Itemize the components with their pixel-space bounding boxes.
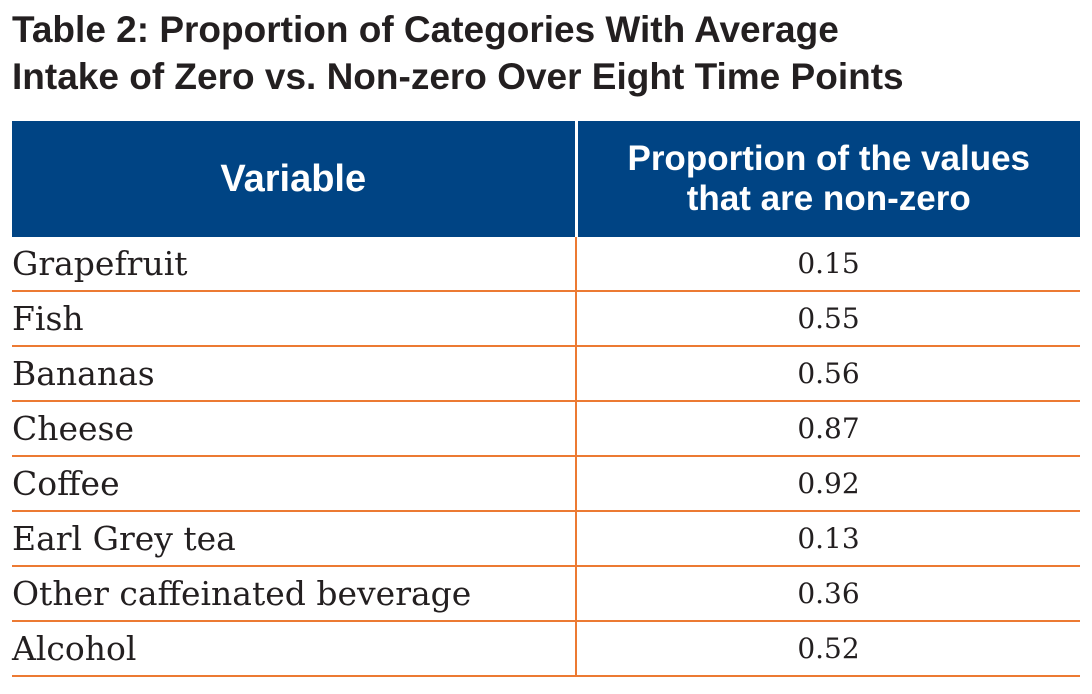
variable-cell: Alcohol: [12, 621, 577, 677]
table-row: Earl Grey tea 0.13: [12, 511, 1080, 567]
table-row: Coffee 0.92: [12, 456, 1080, 512]
proportion-cell: 0.92: [576, 456, 1080, 512]
table-row: Alcohol 0.52: [12, 621, 1080, 677]
proportion-cell: 0.56: [576, 346, 1080, 402]
variable-cell: Other caffeinated beverage: [12, 566, 577, 622]
table-title: Table 2: Proportion of Categories With A…: [12, 6, 1082, 100]
column-header-proportion-line-2: that are non-zero: [686, 179, 971, 218]
proportion-cell: 0.15: [576, 237, 1080, 292]
table-header-row: Variable Proportion of the values that a…: [12, 121, 1080, 237]
column-header-variable: Variable: [12, 121, 578, 237]
table-row: Bananas 0.56: [12, 346, 1080, 402]
proportion-cell: 0.87: [576, 401, 1080, 457]
proportion-cell: 0.13: [576, 511, 1080, 567]
proportion-cell: 0.52: [576, 621, 1080, 677]
variable-cell: Earl Grey tea: [12, 511, 577, 567]
proportion-cell: 0.55: [576, 291, 1080, 347]
table-row: Other caffeinated beverage 0.36: [12, 566, 1080, 622]
variable-cell: Fish: [12, 291, 577, 347]
variable-cell: Bananas: [12, 346, 577, 402]
table-row: Grapefruit 0.15: [12, 237, 1080, 292]
variable-cell: Grapefruit: [12, 237, 577, 292]
variable-cell: Cheese: [12, 401, 577, 457]
column-header-proportion-line-1: Proportion of the values: [627, 139, 1031, 178]
variable-cell: Coffee: [12, 456, 577, 512]
table-title-line-2: Intake of Zero vs. Non-zero Over Eight T…: [12, 56, 904, 97]
proportion-table: Variable Proportion of the values that a…: [12, 121, 1080, 677]
table-row: Cheese 0.87: [12, 401, 1080, 457]
table-title-line-1: Table 2: Proportion of Categories With A…: [12, 9, 839, 50]
table-row: Fish 0.55: [12, 291, 1080, 347]
column-header-proportion: Proportion of the values that are non-ze…: [576, 121, 1080, 237]
proportion-cell: 0.36: [576, 566, 1080, 622]
